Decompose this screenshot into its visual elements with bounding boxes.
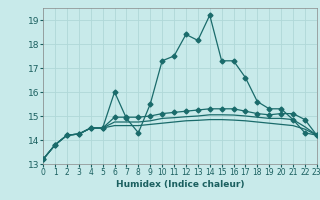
X-axis label: Humidex (Indice chaleur): Humidex (Indice chaleur): [116, 180, 244, 189]
